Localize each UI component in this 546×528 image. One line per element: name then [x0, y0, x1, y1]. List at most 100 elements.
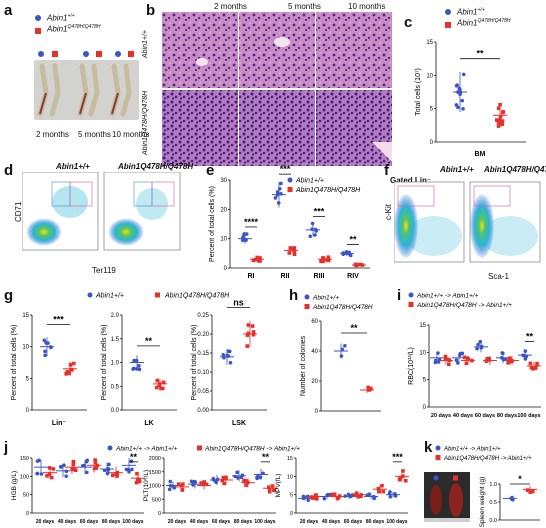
- panel-label: j: [4, 439, 9, 456]
- y-tick-label: 0.0: [489, 518, 497, 524]
- data-point: [398, 475, 403, 480]
- data-point: [339, 354, 344, 358]
- data-point: [157, 383, 162, 388]
- data-point: [292, 249, 296, 254]
- legend-label-wt: Abin1+/+: [47, 13, 75, 23]
- x-tick-label: 60 days: [344, 519, 363, 525]
- data-point: [85, 470, 89, 475]
- legend-dot-wt: [408, 292, 414, 298]
- data-point: [455, 83, 460, 87]
- y-tick-label: 15: [22, 313, 29, 319]
- legend-label-wt: Abin1+/+: [457, 7, 485, 17]
- legend-dot-wt: [107, 445, 113, 451]
- x-tick-label: 40 days: [453, 413, 473, 419]
- data-point: [484, 359, 489, 363]
- data-point: [310, 221, 315, 226]
- data-point: [135, 471, 139, 476]
- legend-label-wt: Abin1+/+ -> Abin1+/+: [443, 447, 501, 453]
- x-tick-label: 80 days: [366, 519, 385, 525]
- y-axis-label: HGB (g/L): [11, 471, 18, 500]
- legend-label-mut: Abin1Q478H/Q478H: [47, 24, 101, 34]
- data-point: [460, 98, 465, 103]
- time-label: 10 months: [112, 130, 150, 139]
- y-axis-label: c-Kit: [384, 204, 393, 220]
- data-point: [137, 364, 141, 368]
- data-point: [509, 497, 514, 501]
- data-point: [244, 483, 248, 487]
- data-point: [189, 479, 194, 484]
- data-point: [308, 234, 313, 239]
- legend-dot-wt: [435, 445, 441, 451]
- data-point: [64, 474, 68, 478]
- data-point: [132, 358, 136, 363]
- y-tick-label: 0: [26, 511, 29, 517]
- time-label: 5 months: [78, 130, 111, 139]
- x-tick-label: RII: [281, 273, 290, 280]
- data-point: [93, 460, 98, 465]
- panel-k: k Abin1+/+ -> Abin1+/+ Abin1Q478H/Q478H -…: [420, 439, 546, 528]
- data-point: [221, 475, 226, 480]
- data-point: [311, 496, 315, 500]
- legend-square-mut: [304, 304, 310, 309]
- legend: [445, 9, 451, 28]
- legend-dot-wt: [304, 294, 310, 300]
- data-point: [64, 372, 69, 376]
- data-point: [343, 344, 347, 348]
- data-point: [377, 489, 382, 494]
- sig-label: **: [145, 336, 153, 346]
- y-tick-label: 0: [224, 266, 228, 272]
- y-tick-label: 0.25: [197, 313, 209, 319]
- data-point: [221, 353, 226, 357]
- row-label-wt: Abin1+/+: [142, 29, 149, 58]
- data-point: [124, 467, 129, 472]
- data-point: [353, 493, 358, 498]
- sig-label: **: [476, 49, 484, 59]
- plot-title-wt: Abin1+/+: [440, 165, 474, 174]
- data-point: [222, 481, 226, 486]
- panel-label: i: [397, 287, 402, 304]
- data-point: [59, 465, 63, 469]
- y-tick-label: 5: [290, 493, 293, 499]
- panel-j: j Abin1+/+ -> Abin1+/+ Abin1Q478H/Q478H -…: [0, 439, 420, 528]
- data-point: [461, 107, 465, 111]
- legend-label-mut: Abin1Q478H/Q478H: [295, 187, 361, 194]
- x-tick-label: RIII: [314, 273, 325, 280]
- y-tick-label: 20: [220, 207, 227, 213]
- sig-label: ***: [392, 452, 403, 462]
- photo-marker-wt: [433, 475, 439, 481]
- y-tick-label: 10: [287, 474, 293, 480]
- x-tick-label: 60 days: [212, 519, 231, 525]
- chart-e: Abin1+/+ Abin1Q478H/Q478H 0 10 20 30 Percent o…: [209, 164, 370, 280]
- data-point: [155, 378, 160, 383]
- data-point: [214, 480, 219, 484]
- panel-label: h: [289, 287, 299, 304]
- data-point: [401, 469, 405, 473]
- legend-label-mut: Abin1Q478H/Q478H -> Abin1+/+: [416, 302, 512, 309]
- data-point: [461, 72, 466, 77]
- sig-label: ***: [53, 315, 64, 325]
- legend-square-mut: [408, 302, 414, 307]
- x-tick-label: 100 days: [517, 413, 540, 419]
- histology-grid: [162, 12, 392, 166]
- y-tick-label: 0: [26, 408, 30, 414]
- data-point: [326, 255, 331, 260]
- panel-e: e Abin1+/+ Abin1Q478H/Q478H 0 10 20 30 Percent…: [200, 160, 380, 285]
- data-point: [107, 462, 111, 467]
- data-point: [105, 471, 110, 476]
- data-point: [257, 259, 261, 263]
- panel-label: c: [404, 14, 413, 31]
- data-point: [250, 324, 255, 328]
- data-point: [245, 333, 250, 337]
- panel-h: h Abin1+/+ Abin1Q478H/Q478H 0 20 40 60 Number …: [285, 285, 395, 440]
- x-tick-label: 40 days: [58, 519, 77, 525]
- legend: [35, 15, 41, 34]
- data-point: [403, 478, 408, 483]
- data-point: [233, 474, 237, 479]
- data-point: [509, 359, 513, 364]
- sig-label: *: [518, 474, 522, 484]
- y-tick-label: 10: [22, 345, 29, 351]
- data-point: [67, 371, 72, 375]
- y-tick-label: 2.0: [111, 313, 120, 319]
- x-tick-label: 40 days: [190, 519, 209, 525]
- data-point: [500, 122, 505, 127]
